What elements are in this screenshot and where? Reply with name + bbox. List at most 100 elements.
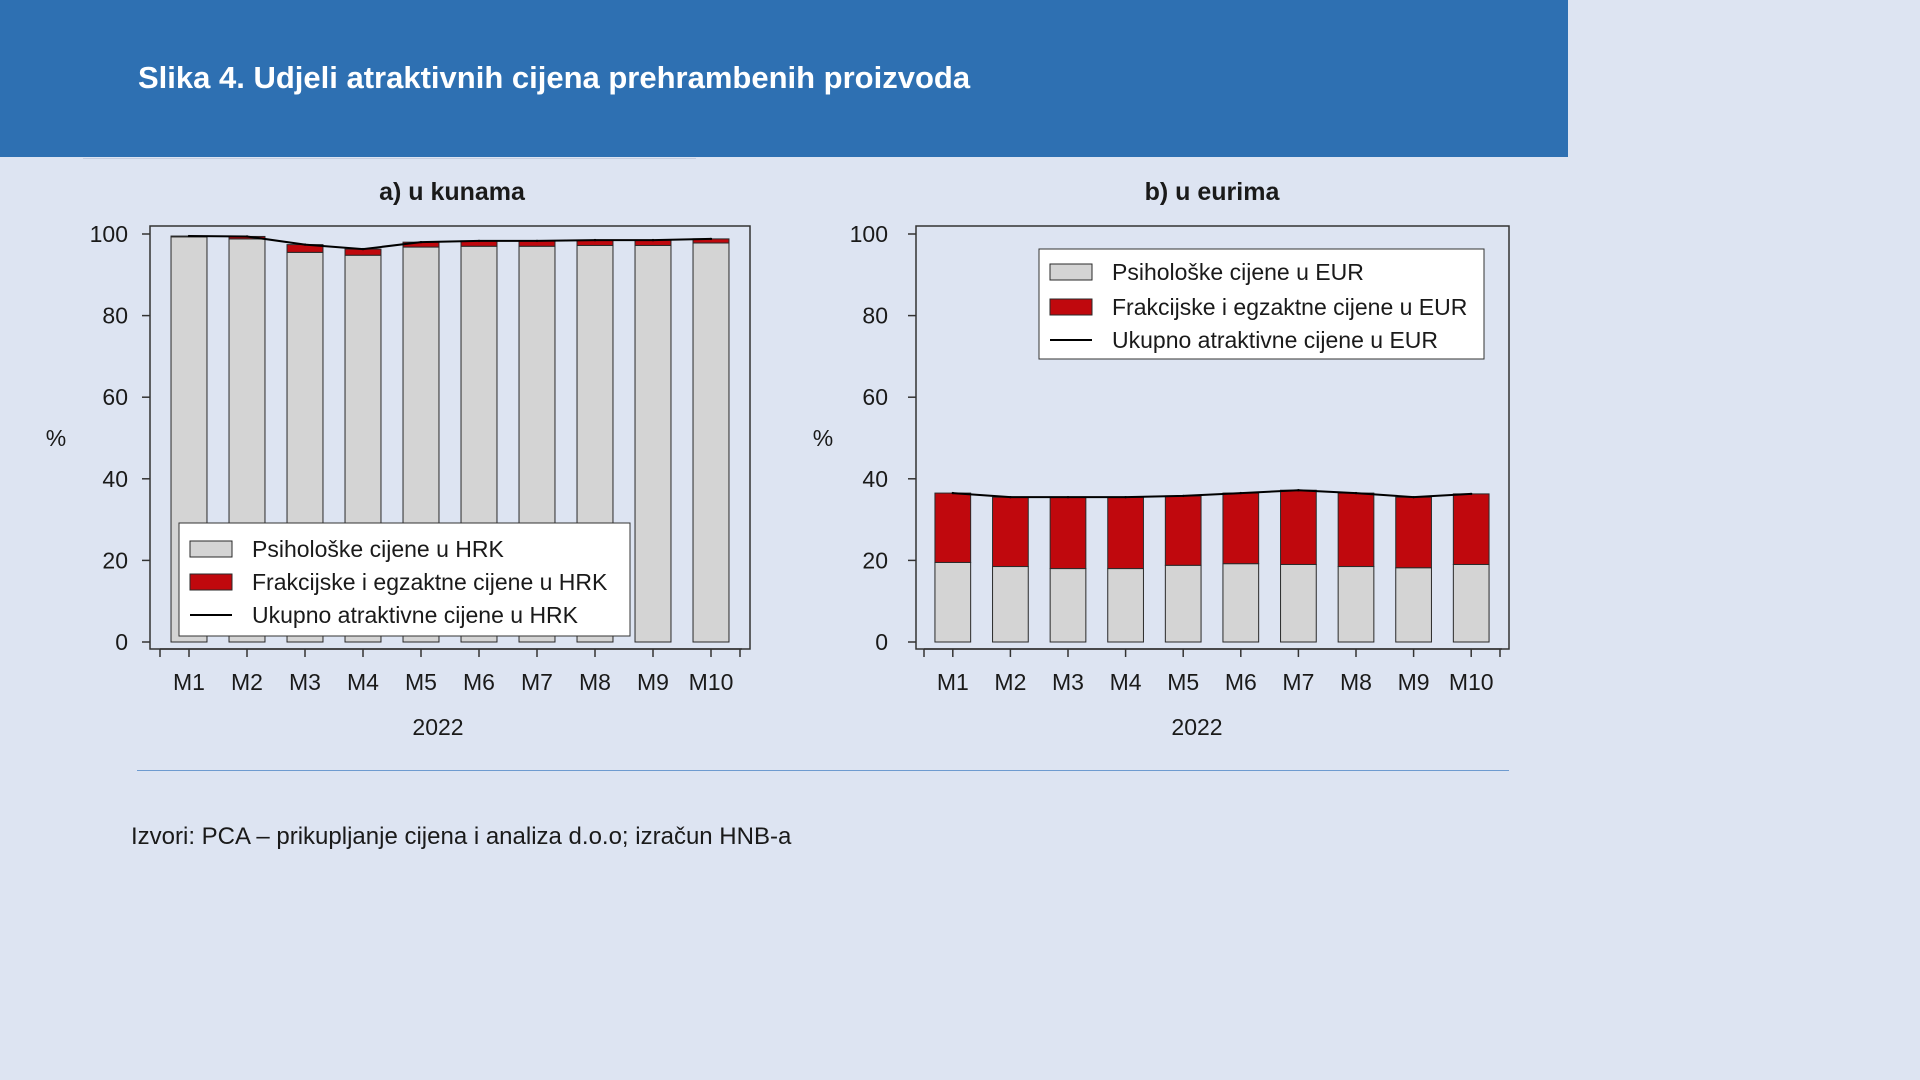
bar-frakcijske xyxy=(992,496,1029,568)
panel-title: b) u eurima xyxy=(1145,178,1281,206)
bar-psiholoske xyxy=(1107,568,1144,643)
x-tick-label: M5 xyxy=(405,669,437,695)
line-point-ukupno xyxy=(1297,489,1300,492)
figure-title: Slika 4. Udjeli atraktivnih cijena prehr… xyxy=(138,60,971,95)
x-tick-label: M1 xyxy=(937,669,969,695)
x-tick-label: M8 xyxy=(579,669,611,695)
y-tick-label: 100 xyxy=(850,221,888,247)
line-point-ukupno xyxy=(1124,495,1127,499)
y-tick-label: 0 xyxy=(875,629,888,655)
y-tick-label: 20 xyxy=(862,547,888,573)
bottom-divider xyxy=(137,770,1509,771)
legend-label: Psihološke cijene u HRK xyxy=(252,536,505,562)
bar-psiholoske xyxy=(1337,566,1375,643)
x-tick-label: M7 xyxy=(521,669,553,695)
panel-b: b) u eurima 0 20 40 60 80 100% M1 M2 M3 M4 M5 M6 M7 M8… xyxy=(813,178,1510,740)
line-ukupno xyxy=(188,235,712,251)
y-tick-label: 80 xyxy=(102,303,128,329)
line-point-ukupno xyxy=(1182,494,1185,498)
legend-box xyxy=(1038,248,1485,360)
bar-psiholoske xyxy=(634,244,672,643)
y-tick-label: 40 xyxy=(102,466,128,492)
legend-key-frakcijske xyxy=(189,573,233,591)
panel-a: a) u kunama 0 20 40 60 80 100% M1 M2 M3 M4 M5 M6 M7 M8… xyxy=(46,178,751,740)
x-tick-label: M9 xyxy=(637,669,669,695)
line-point-ukupno xyxy=(303,243,307,246)
x-tick-label: M2 xyxy=(231,669,263,695)
x-tick-label: M10 xyxy=(689,669,734,695)
line-point-ukupno xyxy=(1354,491,1358,495)
x-tick-label: M3 xyxy=(289,669,321,695)
source-note: Izvori: PCA – prikupljanje cijena i anal… xyxy=(131,823,792,850)
y-axis-label: % xyxy=(46,425,66,451)
bar-frakcijske xyxy=(1164,495,1202,566)
x-axis-label: 2022 xyxy=(1171,714,1222,740)
bar-psiholoske xyxy=(1222,563,1260,643)
y-tick-label: 0 xyxy=(115,629,128,655)
x-tick-label: M8 xyxy=(1340,669,1372,695)
y-tick-label: 20 xyxy=(102,547,128,573)
legend-key-psiholoske xyxy=(1049,263,1093,281)
y-tick-label: 80 xyxy=(862,303,888,329)
x-tick-label: M6 xyxy=(1225,669,1257,695)
x-tick-label: M5 xyxy=(1167,669,1199,695)
panel-title: a) u kunama xyxy=(379,178,526,206)
x-tick-label: M4 xyxy=(347,669,379,695)
x-tick-label: M1 xyxy=(173,669,205,695)
line-point-ukupno xyxy=(1470,492,1473,496)
x-tick-label: M6 xyxy=(463,669,495,695)
y-tick-label: 100 xyxy=(90,221,128,247)
x-tick-label: M4 xyxy=(1110,669,1142,695)
line-point-ukupno xyxy=(951,491,954,495)
line-point-ukupno xyxy=(593,238,597,242)
x-tick-label: M2 xyxy=(994,669,1026,695)
y-tick-label: 60 xyxy=(862,384,888,410)
top-divider xyxy=(83,158,696,159)
bar-frakcijske xyxy=(1222,492,1260,565)
y-axis-label: % xyxy=(813,425,833,451)
line-ukupno xyxy=(952,489,1472,499)
bar-psiholoske xyxy=(1452,563,1490,643)
line-point-ukupno xyxy=(709,237,713,241)
chart-canvas: a) u kunama 0 20 40 60 80 100% M1 M2 M3 M4 M5 M6 M7 M8… xyxy=(46,178,1510,740)
bar-psiholoske xyxy=(1280,563,1317,643)
bar-frakcijske xyxy=(934,492,972,563)
line-point-ukupno xyxy=(651,238,655,242)
legend-label: Frakcijske i egzaktne cijene u HRK xyxy=(252,569,608,595)
bar-frakcijske xyxy=(1395,496,1432,569)
bar-psiholoske xyxy=(692,242,730,643)
bar-psiholoske xyxy=(1164,564,1202,643)
bar-psiholoske xyxy=(1395,567,1432,643)
legend-label: Frakcijske i egzaktne cijene u EUR xyxy=(1112,294,1467,320)
x-tick-label: M10 xyxy=(1449,669,1494,695)
figure-header: Slika 4. Udjeli atraktivnih cijena prehr… xyxy=(0,0,1568,157)
bar-psiholoske xyxy=(992,566,1029,643)
bar-psiholoske xyxy=(1049,568,1087,643)
legend-key-psiholoske xyxy=(189,540,233,558)
legend-box xyxy=(178,522,631,637)
x-tick-label: M3 xyxy=(1052,669,1084,695)
bar-frakcijske xyxy=(1107,496,1144,570)
x-tick-label: M9 xyxy=(1398,669,1430,695)
bar-frakcijske xyxy=(1280,489,1317,565)
line-point-ukupno xyxy=(245,235,249,238)
line-point-ukupno xyxy=(419,240,423,244)
line-point-ukupno xyxy=(1412,495,1415,499)
line-point-ukupno xyxy=(1066,495,1070,499)
bar-frakcijske xyxy=(1337,492,1375,568)
legend: Psihološke cijene u EUR Frakcijske i egza… xyxy=(1038,248,1485,360)
line-point-ukupno xyxy=(361,247,365,251)
legend-key-frakcijske xyxy=(1049,298,1093,316)
line-point-ukupno xyxy=(535,239,539,243)
legend-label: Psihološke cijene u EUR xyxy=(1112,259,1364,285)
legend-label: Ukupno atraktivne cijene u EUR xyxy=(1112,327,1438,353)
line-point-ukupno xyxy=(1239,491,1243,495)
legend: Psihološke cijene u HRK Frakcijske i egza… xyxy=(178,522,631,637)
line-point-ukupno xyxy=(1009,495,1012,499)
bar-frakcijske xyxy=(1049,496,1087,570)
x-axis-label: 2022 xyxy=(412,714,463,740)
x-tick-label: M7 xyxy=(1282,669,1314,695)
line-point-ukupno xyxy=(477,239,481,243)
y-tick-label: 40 xyxy=(862,466,888,492)
y-tick-label: 60 xyxy=(102,384,128,410)
